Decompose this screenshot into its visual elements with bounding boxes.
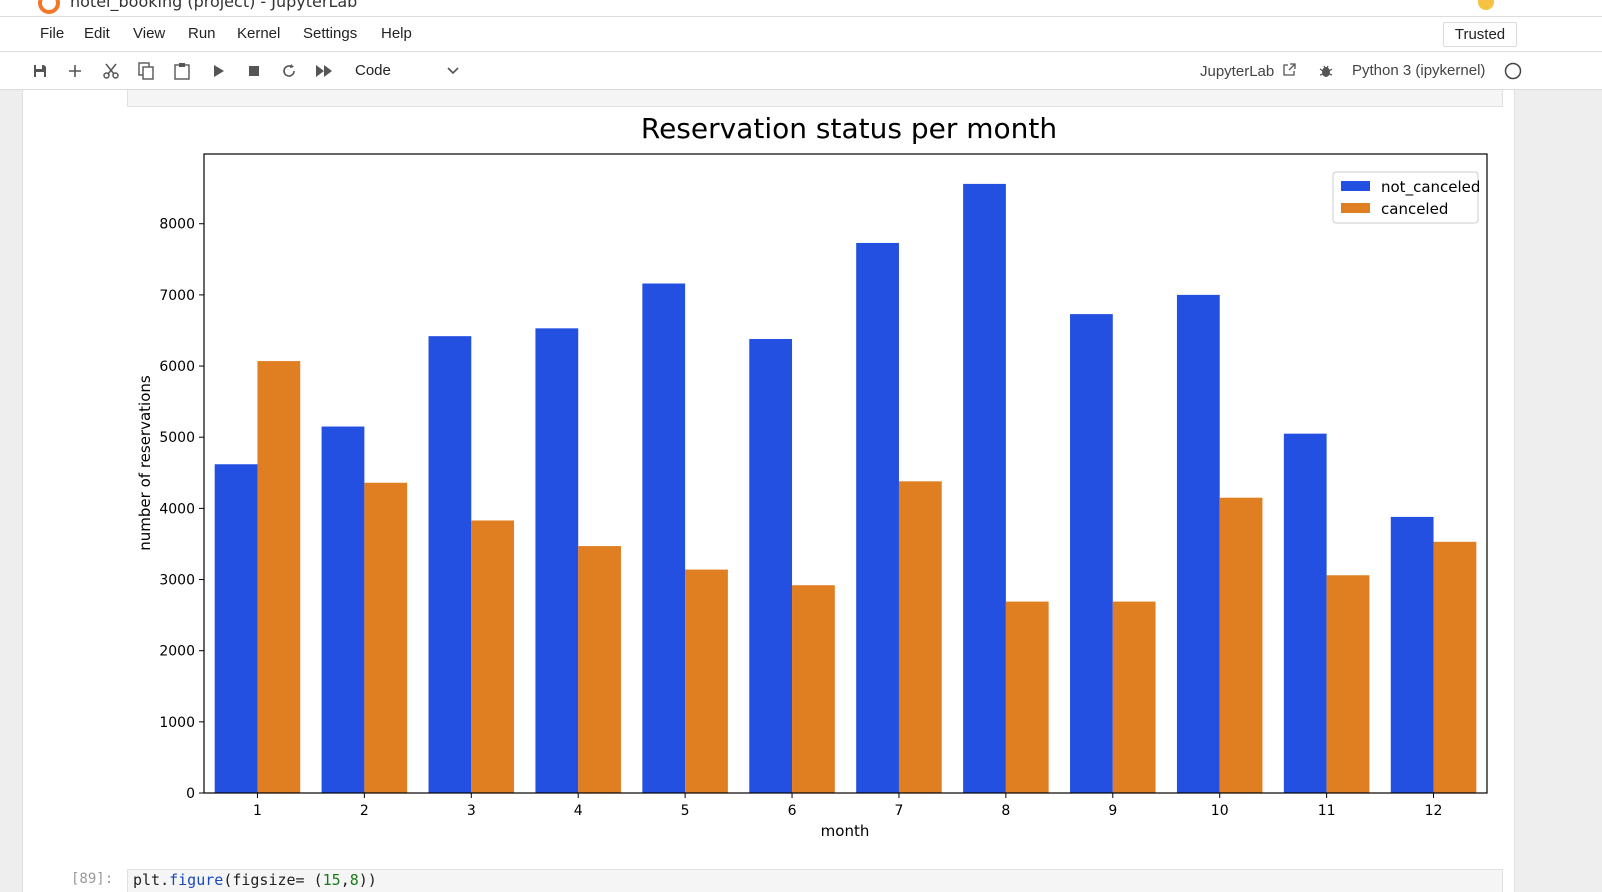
y-tick-label: 8000 — [159, 217, 195, 233]
bar-canceled-month-8 — [1005, 601, 1049, 793]
menu-kernel[interactable]: Kernel — [237, 25, 281, 42]
bar-not-canceled-month-12 — [1390, 516, 1434, 793]
user-avatar-icon[interactable] — [1478, 0, 1494, 10]
notebook-panel: Reservation status per month 0 1000 2000 30… — [22, 90, 1515, 892]
cell-prompt: [89]: — [71, 871, 114, 887]
legend-swatch-not-canceled — [1341, 181, 1370, 191]
x-tick-label: 12 — [1425, 803, 1443, 819]
bar-not-canceled-month-7 — [856, 242, 899, 794]
cell-type-value: Code — [355, 62, 391, 79]
stop-icon[interactable] — [243, 60, 265, 82]
y-tick-label: 7000 — [159, 288, 195, 304]
legend-label-canceled: canceled — [1381, 200, 1448, 218]
y-tick-label: 3000 — [159, 573, 195, 589]
debugger-bug-icon[interactable] — [1315, 60, 1337, 82]
y-tick-label: 1000 — [159, 715, 195, 731]
chart-title: Reservation status per month — [641, 112, 1057, 145]
cut-icon[interactable] — [100, 60, 122, 82]
x-axis-label: month — [821, 822, 870, 840]
legend-swatch-canceled — [1341, 203, 1370, 213]
jupyter-logo-icon — [38, 0, 60, 14]
bar-not-canceled-month-3 — [428, 336, 472, 793]
cell-type-select[interactable]: Code — [355, 59, 460, 83]
bar-not-canceled-month-5 — [642, 283, 686, 793]
next-cell-input[interactable] — [127, 869, 1503, 892]
bar-canceled-month-2 — [364, 482, 408, 793]
window-title: hotel_booking (project) - JupyterLab — [70, 0, 358, 11]
y-tick-label: 0 — [186, 786, 195, 802]
x-tick-label: 6 — [788, 803, 797, 819]
bar-canceled-month-9 — [1112, 601, 1156, 793]
y-axis-label: number of reservations — [136, 375, 154, 551]
bar-not-canceled-month-10 — [1176, 294, 1220, 793]
x-tick-label: 11 — [1318, 803, 1336, 819]
save-icon[interactable] — [29, 60, 51, 82]
menu-settings[interactable]: Settings — [303, 25, 358, 42]
y-tick-label: 5000 — [159, 430, 195, 446]
x-tick-label: 4 — [574, 803, 583, 819]
plot-frame — [203, 153, 1488, 794]
external-link-icon — [1283, 63, 1297, 76]
window-titlebar: hotel_booking (project) - JupyterLab — [0, 0, 1602, 17]
x-tick-label: 9 — [1108, 803, 1117, 819]
x-tick-label: 8 — [1001, 803, 1010, 819]
bar-not-canceled-month-11 — [1283, 433, 1327, 793]
bar-not-canceled-month-1 — [214, 464, 258, 793]
open-jupyterlab-link[interactable]: JupyterLab — [1200, 62, 1297, 80]
notebook-toolbar: Code JupyterLab Python 3 (ipykernel) — [0, 52, 1602, 90]
bar-not-canceled-month-9 — [1070, 314, 1113, 793]
y-tick-label: 2000 — [159, 644, 195, 660]
x-tick-label: 10 — [1211, 803, 1229, 819]
cell-code-line[interactable]: plt.figure(figsize= (15,8)) — [133, 871, 377, 889]
chevron-down-icon — [446, 59, 460, 91]
bar-canceled-month-7 — [898, 481, 942, 793]
y-tick-label: 6000 — [159, 359, 195, 375]
bar-canceled-month-12 — [1433, 541, 1477, 793]
previous-cell-input[interactable] — [127, 90, 1503, 107]
x-tick-label: 1 — [253, 803, 262, 819]
bar-canceled-month-4 — [578, 546, 621, 793]
bar-canceled-month-11 — [1326, 575, 1370, 793]
bar-canceled-month-6 — [792, 585, 835, 793]
menu-view[interactable]: View — [133, 25, 166, 42]
bar-canceled-month-10 — [1219, 497, 1263, 793]
x-tick-label: 5 — [681, 803, 690, 819]
kernel-status-idle-icon — [1502, 60, 1524, 82]
y-tick-label: 4000 — [159, 501, 195, 517]
run-icon[interactable] — [207, 60, 229, 82]
bar-not-canceled-month-6 — [749, 339, 793, 793]
menu-edit[interactable]: Edit — [84, 25, 110, 42]
menu-help[interactable]: Help — [381, 25, 412, 42]
bar-canceled-month-5 — [685, 569, 728, 793]
legend: not_canceled canceled — [1332, 171, 1480, 224]
menu-file[interactable]: File — [40, 25, 65, 42]
bar-canceled-month-3 — [471, 520, 515, 793]
menu-run[interactable]: Run — [188, 25, 216, 42]
trusted-indicator[interactable]: Trusted — [1443, 22, 1517, 47]
jupyterlab-label: JupyterLab — [1200, 63, 1275, 80]
bar-canceled-month-1 — [257, 361, 301, 793]
legend-label-not-canceled: not_canceled — [1381, 178, 1480, 197]
x-tick-label: 3 — [467, 803, 476, 819]
kernel-name[interactable]: Python 3 (ipykernel) — [1352, 62, 1486, 79]
bar-not-canceled-month-8 — [963, 183, 1006, 793]
bar-not-canceled-month-4 — [535, 328, 579, 793]
restart-icon[interactable] — [278, 60, 300, 82]
x-tick-label: 7 — [894, 803, 903, 819]
paste-icon[interactable] — [171, 60, 193, 82]
add-cell-icon[interactable] — [64, 60, 86, 82]
bar-not-canceled-month-2 — [321, 426, 365, 793]
bar-chart: Reservation status per month 0 1000 2000 30… — [136, 112, 1488, 840]
fast-forward-icon[interactable] — [313, 60, 335, 82]
copy-icon[interactable] — [135, 60, 157, 82]
menu-bar: File Edit View Run Kernel Settings Help … — [0, 17, 1602, 52]
x-tick-label: 2 — [360, 803, 369, 819]
